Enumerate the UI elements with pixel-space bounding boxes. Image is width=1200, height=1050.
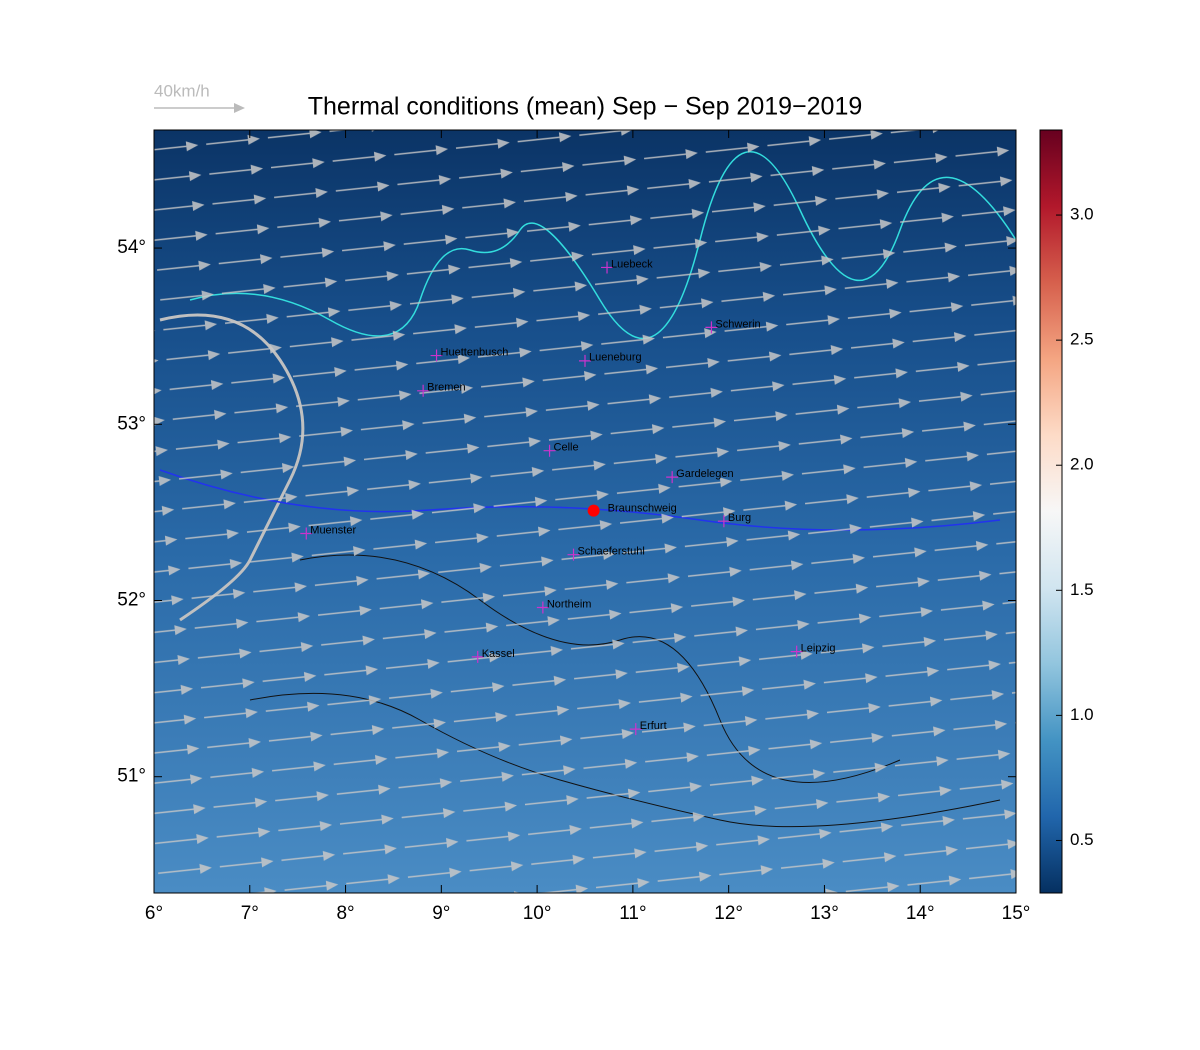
place-label: Burg <box>728 512 751 524</box>
x-tick-label: 14° <box>906 903 935 924</box>
y-tick-label: 52° <box>117 590 146 611</box>
colorbar-tick-label: 2.5 <box>1070 330 1094 349</box>
place-marker <box>790 645 803 658</box>
x-tick-label: 12° <box>714 903 743 924</box>
place-marker <box>430 349 443 362</box>
highlight-marker <box>587 504 600 517</box>
wind-scale-label: 40km/h <box>154 81 210 100</box>
place-label: Muenster <box>310 524 356 536</box>
place-label: Braunschweig <box>608 503 677 515</box>
colorbar-tick-label: 2.0 <box>1070 455 1094 474</box>
place-label: Schwerin <box>715 318 760 330</box>
y-tick-label: 51° <box>117 766 146 787</box>
place-marker <box>300 527 313 540</box>
place-marker <box>666 471 679 484</box>
x-tick-label: 15° <box>1002 903 1031 924</box>
x-tick-label: 13° <box>810 903 839 924</box>
place-label: Huettenbusch <box>441 346 509 358</box>
x-tick-label: 11° <box>619 903 646 924</box>
place-marker <box>579 354 591 367</box>
place-label: Bremen <box>427 382 466 394</box>
place-label: Celle <box>554 442 579 454</box>
place-label: Gardelegen <box>676 468 734 480</box>
place-label: Kassel <box>482 648 515 660</box>
place-label: Lueneburg <box>589 352 642 364</box>
y-tick-label: 53° <box>117 413 146 434</box>
place-label: Luebeck <box>611 258 653 270</box>
place-marker <box>536 601 549 614</box>
x-tick-label: 6° <box>145 903 163 924</box>
place-marker <box>705 321 718 334</box>
colorbar-tick-label: 1.5 <box>1070 580 1094 599</box>
place-marker <box>717 515 730 528</box>
place-label: Erfurt <box>640 720 667 732</box>
place-marker <box>629 723 642 736</box>
y-tick-label: 54° <box>117 237 146 258</box>
wind-arrows <box>154 130 1016 893</box>
place-label: Northeim <box>547 598 592 610</box>
colorbar-tick-label: 1.0 <box>1070 705 1094 724</box>
x-tick-label: 8° <box>336 903 354 924</box>
x-tick-label: 7° <box>241 903 259 924</box>
place-label: Schaeferstuhl <box>578 546 645 558</box>
x-tick-label: 9° <box>432 903 450 924</box>
colorbar-tick-label: 3.0 <box>1070 205 1094 224</box>
wind-scale-arrowhead <box>234 103 245 113</box>
place-marker <box>417 384 430 397</box>
place-marker <box>601 261 614 274</box>
colorbar <box>1039 129 1063 894</box>
plot-frame <box>153 129 1017 894</box>
chart-title: Thermal conditions (mean) Sep − Sep 2019… <box>308 93 863 121</box>
colorbar-tick-label: 0.5 <box>1070 830 1094 849</box>
place-marker <box>543 444 556 457</box>
place-marker <box>567 548 580 561</box>
x-tick-label: 10° <box>523 903 552 924</box>
place-label: Leipzig <box>801 642 836 654</box>
place-marker <box>471 650 484 663</box>
